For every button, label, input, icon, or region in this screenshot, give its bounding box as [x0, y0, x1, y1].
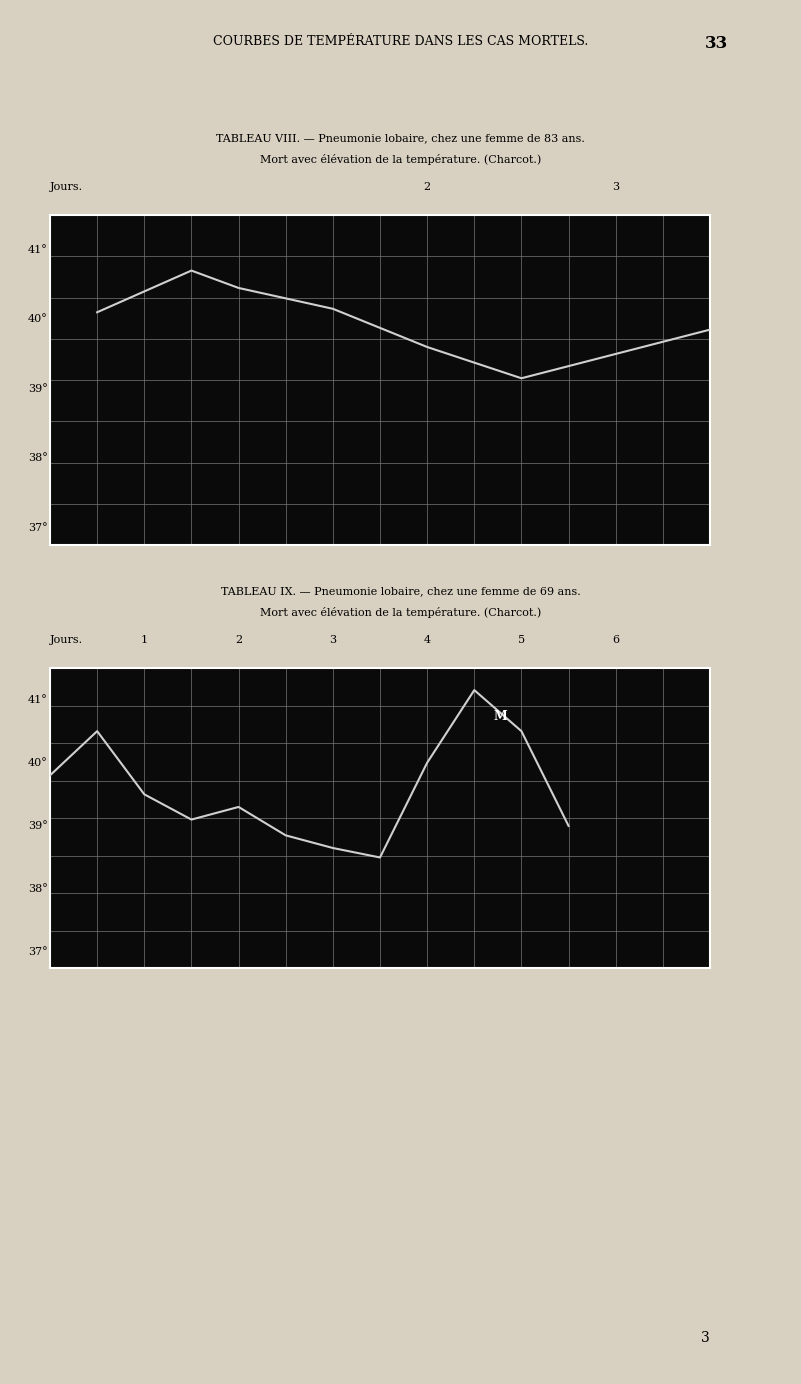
- Text: 3: 3: [701, 1331, 709, 1345]
- Text: 3: 3: [329, 635, 336, 645]
- Text: 38°: 38°: [28, 884, 47, 894]
- Text: 41°: 41°: [28, 245, 47, 255]
- Text: M: M: [493, 710, 507, 724]
- Text: 39°: 39°: [28, 821, 47, 830]
- Text: 5: 5: [518, 635, 525, 645]
- Text: 1: 1: [141, 635, 148, 645]
- Text: 4: 4: [424, 635, 431, 645]
- Text: 41°: 41°: [28, 695, 47, 704]
- Text: 37°: 37°: [28, 523, 47, 533]
- Text: Mort avec élévation de la température. (Charcot.): Mort avec élévation de la température. (…: [260, 608, 541, 619]
- Text: 37°: 37°: [28, 947, 47, 958]
- Text: 40°: 40°: [28, 757, 47, 768]
- Text: Mort avec élévation de la température. (Charcot.): Mort avec élévation de la température. (…: [260, 154, 541, 165]
- Text: 39°: 39°: [28, 383, 47, 393]
- Text: 2: 2: [235, 635, 242, 645]
- Text: COURBES DE TEMPÉRATURE DANS LES CAS MORTELS.: COURBES DE TEMPÉRATURE DANS LES CAS MORT…: [213, 35, 588, 47]
- Text: 3: 3: [612, 183, 619, 192]
- Text: Jours.: Jours.: [50, 183, 83, 192]
- Text: 2: 2: [424, 183, 431, 192]
- Text: Jours.: Jours.: [50, 635, 83, 645]
- Text: TABLEAU VIII. — Pneumonie lobaire, chez une femme de 83 ans.: TABLEAU VIII. — Pneumonie lobaire, chez …: [216, 133, 585, 143]
- Text: 6: 6: [612, 635, 619, 645]
- Text: TABLEAU IX. — Pneumonie lobaire, chez une femme de 69 ans.: TABLEAU IX. — Pneumonie lobaire, chez un…: [220, 585, 581, 597]
- Text: 40°: 40°: [28, 314, 47, 324]
- Text: 38°: 38°: [28, 453, 47, 464]
- Text: 33: 33: [705, 35, 728, 51]
